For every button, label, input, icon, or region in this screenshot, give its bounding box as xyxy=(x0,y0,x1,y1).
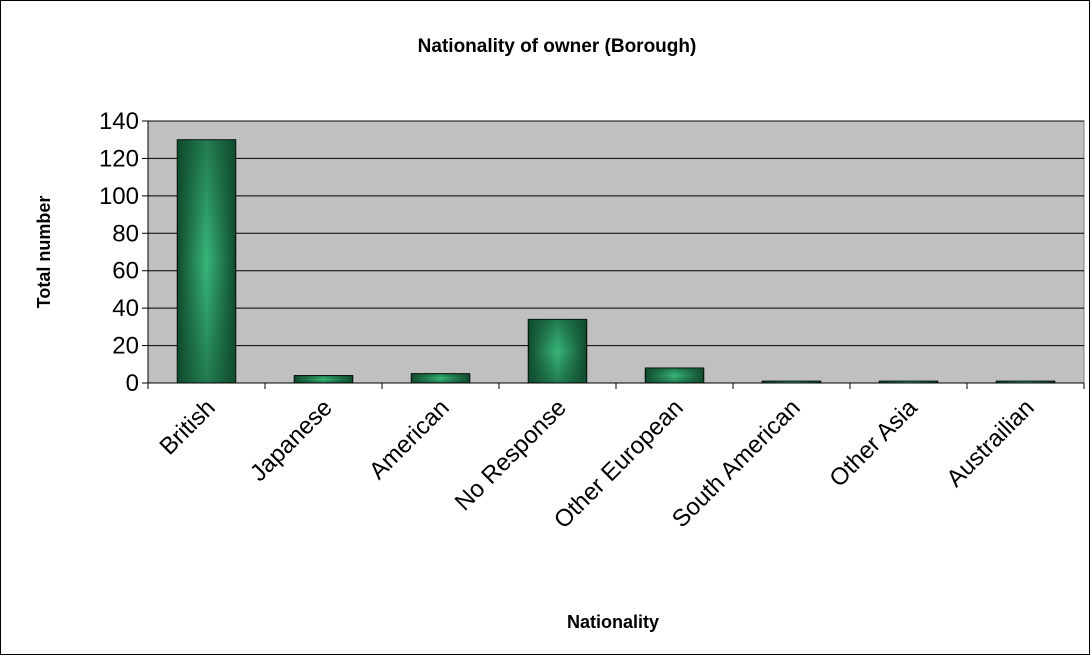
y-tick-label: 0 xyxy=(126,370,139,397)
chart-title: Nationality of owner (Borough) xyxy=(418,36,697,57)
plot-area xyxy=(147,120,1085,384)
bar-shade xyxy=(177,139,236,383)
x-axis-title: Nationality xyxy=(567,612,659,632)
bar-shade xyxy=(411,373,470,383)
y-tick-labels: 0 20 40 60 80 100 120 140 xyxy=(99,108,139,397)
x-tick-label: Other Asia xyxy=(824,394,923,493)
y-tick-label: 100 xyxy=(99,183,139,210)
y-tick-label: 80 xyxy=(112,220,139,247)
bars-group xyxy=(176,139,1056,384)
bar-shade xyxy=(645,368,704,383)
y-axis-title: Total number xyxy=(34,196,54,309)
x-tick-label: American xyxy=(364,394,455,485)
y-tick-label: 40 xyxy=(112,295,139,322)
gridlines xyxy=(148,120,1084,347)
y-tick-label: 120 xyxy=(99,145,139,172)
x-tick-label: South American xyxy=(667,394,806,533)
bar-shade xyxy=(879,381,938,383)
x-tick-label: Japanese xyxy=(245,394,338,487)
x-tick-label: Austrailian xyxy=(941,394,1039,492)
bar-shade xyxy=(996,381,1055,383)
y-tick-label: 20 xyxy=(112,333,139,360)
y-tick-label: 60 xyxy=(112,258,139,285)
x-tick-label: No Response xyxy=(450,394,572,516)
bar-shade xyxy=(762,381,821,383)
bar-shade xyxy=(528,319,587,383)
bar-shade xyxy=(294,375,353,383)
axes xyxy=(142,120,1085,389)
y-tick-label: 140 xyxy=(99,108,139,135)
x-tick-label: British xyxy=(154,394,220,460)
